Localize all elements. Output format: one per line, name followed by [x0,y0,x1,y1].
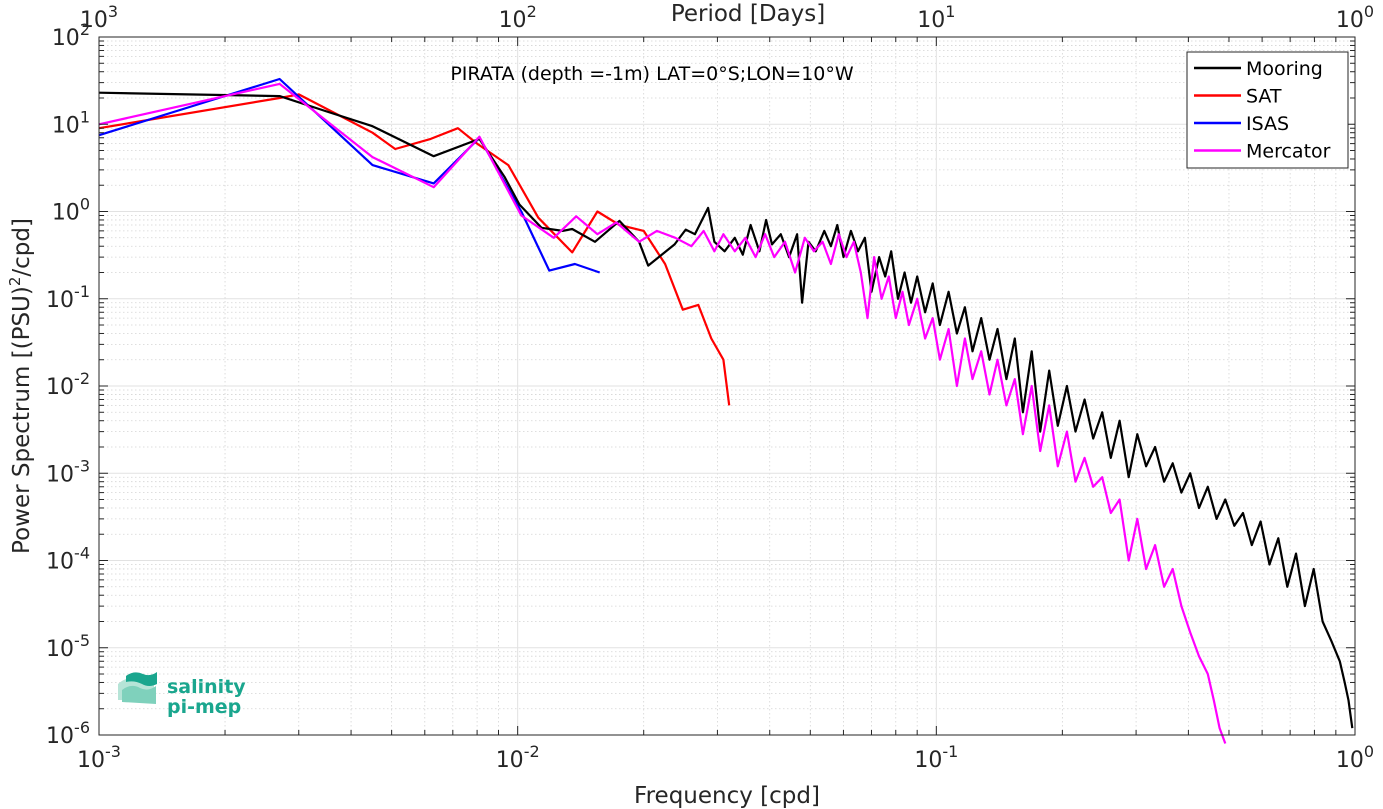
y-tick-label-exp: 1 [80,107,90,126]
y-tick-label-exp: 2 [80,20,90,39]
x2-axis-label: Period [Days] [671,1,825,27]
x-tick-label: 10-2 [496,742,540,773]
series-line-mercator [98,82,1227,744]
x2-tick-label-exp: 0 [1364,2,1374,21]
y-tick-label: 100 [52,195,90,226]
logo: salinity pi-mep [118,672,246,718]
x-tick-label-base: 10 [914,748,942,773]
y-tick-label: 101 [52,107,90,138]
x-tick-label-exp: 0 [1364,742,1374,761]
x-tick-label-exp: -1 [942,742,958,761]
legend-items: Mooring SAT ISAS Mercator [1194,58,1331,163]
legend-label-sat: SAT [1246,86,1282,108]
logo-waves-icon [118,672,157,704]
y-tick-label-base: 10 [46,462,74,487]
y-axis-label-base: Power Spectrum [(PSU) [9,286,35,554]
y-axis-label: Power Spectrum [(PSU)2/cpd] [6,218,35,554]
x-tick-label: 10-1 [914,742,958,773]
x-tick-label-exp: -2 [524,742,540,761]
y-tick-label-base: 10 [52,201,80,226]
y-tick-label-exp: -5 [74,631,90,650]
y-tick-label: 10-1 [46,282,90,313]
x2-tick-label-base: 10 [1336,8,1364,33]
x-tick-label-base: 10 [1336,748,1364,773]
legend-box [1186,51,1349,169]
x-tick-label: 10-3 [77,742,121,773]
x2-tick-label-base: 10 [80,8,108,33]
y-tick-label-exp: -4 [74,544,90,563]
x2-tick-label-exp: 3 [108,2,118,21]
x2-tick-label-base: 10 [499,8,527,33]
y-tick-label-base: 10 [46,724,74,749]
y-tick-label: 10-5 [46,631,90,662]
series-line-mooring [98,91,1354,729]
logo-line2: pi-mep [167,696,241,718]
legend-label-mercator: Mercator [1246,141,1331,163]
y-tick-label-base: 10 [52,113,80,138]
x-axis-label: Frequency [cpd] [634,783,820,809]
y-tick-label-base: 10 [46,375,74,400]
y-tick-label: 10-6 [46,718,90,749]
x2-tick-label-exp: 2 [527,2,537,21]
x-tick-label-base: 10 [496,748,524,773]
x2-tick-label-base: 10 [917,8,945,33]
y-tick-label-exp: -2 [74,369,90,388]
y-tick-label-base: 10 [46,550,74,575]
legend-label-mooring: Mooring [1246,58,1323,80]
y-tick-label-exp: -3 [74,456,90,475]
y-tick-label-exp: 0 [80,195,90,214]
x2-tick-label: 102 [499,2,537,33]
series-group [98,77,1354,744]
x2-tick-label: 103 [80,2,118,33]
y-tick-label-base: 10 [52,26,80,51]
y-tick-label: 10-3 [46,456,90,487]
y-axis-label-tail: /cpd] [9,218,35,277]
y-tick-label-exp: -6 [74,718,90,737]
logo-line1: salinity [167,676,246,698]
legend-label-isas: ISAS [1246,113,1289,135]
x-tick-label-base: 10 [77,748,105,773]
axis-ticks [98,36,1356,736]
y-tick-label: 102 [52,20,90,51]
x2-tick-label: 100 [1336,2,1374,33]
x-tick-label-exp: -3 [105,742,121,761]
chart-title: PIRATA (depth =-1m) LAT=0°S;LON=10°W [450,63,854,85]
y-tick-label-base: 10 [46,288,74,313]
x-tick-label: 100 [1336,742,1374,773]
y-tick-label-base: 10 [46,637,74,662]
y-tick-label-exp: -1 [74,282,90,301]
x2-tick-label-exp: 1 [945,2,955,21]
y-tick-label: 10-4 [46,544,90,575]
x2-tick-label: 101 [917,2,955,33]
y-axis-label-sup: 2 [6,277,24,287]
legend: Mooring SAT ISAS Mercator [1186,51,1349,169]
y-tick-label: 10-2 [46,369,90,400]
